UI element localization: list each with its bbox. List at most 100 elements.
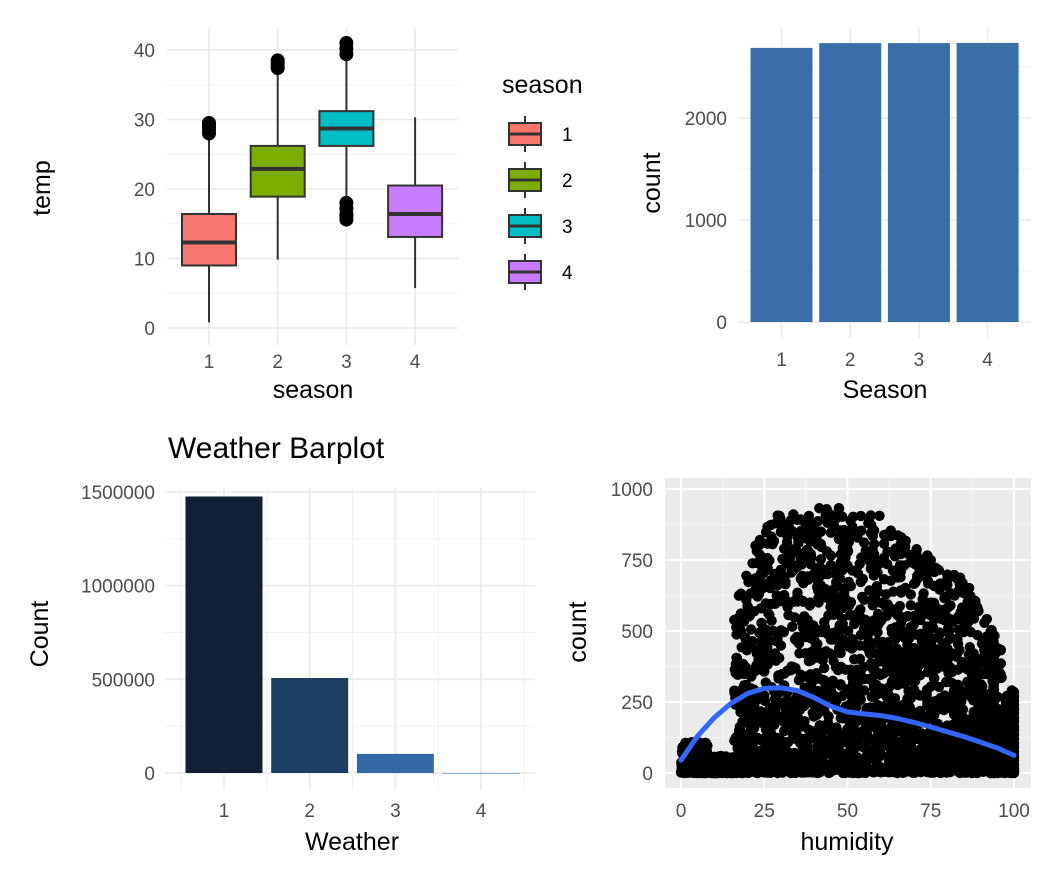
scatter-point (788, 564, 799, 576)
scatter-point (847, 521, 858, 532)
legend-label: 3 (562, 217, 573, 238)
y-tick-label: 1500000 (81, 483, 155, 504)
bar-season-2 (819, 43, 882, 322)
scatter-point (799, 716, 810, 727)
scatter-point (789, 634, 801, 645)
scatter-point (902, 610, 913, 622)
scatter-point (770, 655, 782, 666)
scatter-point (968, 655, 980, 666)
scatter-point (879, 529, 890, 541)
scatter-point (892, 748, 903, 759)
scatter-point (874, 510, 885, 521)
scatter-point (689, 761, 700, 773)
scatter-point (872, 567, 883, 578)
bar-weather-1 (185, 496, 263, 773)
scatter-point (981, 613, 992, 625)
scatter-point (949, 763, 960, 775)
barplot-count-by-season: 0 1000 2000 1 2 3 4 Season count (638, 28, 1031, 404)
y-tick-label: 30 (134, 111, 155, 132)
scatter-point (867, 530, 878, 542)
scatter-point (939, 743, 951, 754)
scatter-point (888, 673, 899, 685)
scatter-point (894, 705, 906, 717)
scatter-point (813, 577, 824, 589)
scatter-point (753, 653, 764, 665)
scatter-point (803, 510, 815, 522)
scatter-point (779, 716, 790, 727)
y-tick-label: 1000 (685, 211, 727, 232)
scatter-point (956, 656, 967, 668)
x-axis-title: Weather (305, 828, 399, 856)
scatter-point (834, 573, 846, 584)
y-axis-title: temp (28, 160, 56, 216)
scatter-point (756, 617, 767, 629)
scatter-point (832, 725, 843, 736)
scatter-point (873, 656, 885, 667)
legend-title: season (502, 71, 583, 99)
legend-label: 1 (562, 125, 573, 146)
scatter-point (952, 745, 963, 756)
scatter-point (915, 712, 927, 723)
x-axis-title: Season (843, 376, 928, 404)
scatter-point (933, 630, 945, 641)
scatter-point (835, 661, 847, 672)
scatter-point (857, 573, 868, 585)
scatter-point (855, 510, 866, 522)
scatter-point (811, 732, 822, 743)
scatter-point (817, 654, 828, 666)
scatter-point (760, 677, 771, 688)
scatter-point (954, 579, 965, 590)
scatter-point (927, 706, 938, 717)
x-tick-label: 3 (341, 352, 352, 373)
y-tick-label: 2000 (685, 109, 727, 130)
scatter-point (812, 565, 823, 576)
scatter-point (866, 674, 877, 685)
scatter-point (803, 724, 814, 735)
scatter-point (795, 695, 807, 706)
scatter-point (886, 603, 897, 615)
scatter-point (760, 636, 771, 648)
scatter-point (928, 739, 939, 750)
scatter-point (941, 626, 953, 637)
bar-season-1 (750, 47, 813, 323)
scatter-point (820, 510, 831, 521)
scatter-point (717, 763, 729, 775)
scatter-point (744, 756, 755, 767)
scatter-point (765, 715, 776, 726)
scatter-point (775, 640, 787, 651)
scatter-point (875, 738, 886, 749)
scatter-point (905, 557, 916, 568)
scatter-point (821, 747, 832, 758)
x-tick-label: 2 (304, 801, 315, 822)
scatter-point (866, 691, 877, 702)
scatter-point (840, 600, 851, 611)
scatter-point (745, 742, 757, 753)
chart-title: Weather Barplot (168, 432, 385, 465)
scatter-point (843, 625, 854, 637)
scatter-point (758, 762, 770, 773)
scatter-point (945, 600, 956, 611)
scatter-point (909, 645, 920, 656)
scatter-point (914, 670, 926, 681)
x-tick-label: 1 (776, 350, 787, 371)
scatter-point (983, 647, 995, 658)
scatter-point (792, 591, 803, 602)
scatter-point (764, 703, 776, 714)
scatter-point (735, 726, 747, 737)
scatter-point (810, 767, 821, 778)
scatter-point (779, 725, 790, 737)
scatter-point (811, 709, 823, 720)
scatter-point (965, 691, 976, 702)
scatter-point (754, 627, 765, 638)
scatter-point (882, 546, 893, 557)
scatter-point (825, 527, 837, 538)
scatter-point (909, 655, 920, 666)
y-tick-label: 0 (144, 764, 155, 785)
scatter-point (699, 767, 710, 779)
scatter-point (977, 681, 988, 692)
scatter-point (915, 629, 926, 640)
scatter-point (947, 650, 958, 661)
scatter-point (945, 588, 956, 599)
